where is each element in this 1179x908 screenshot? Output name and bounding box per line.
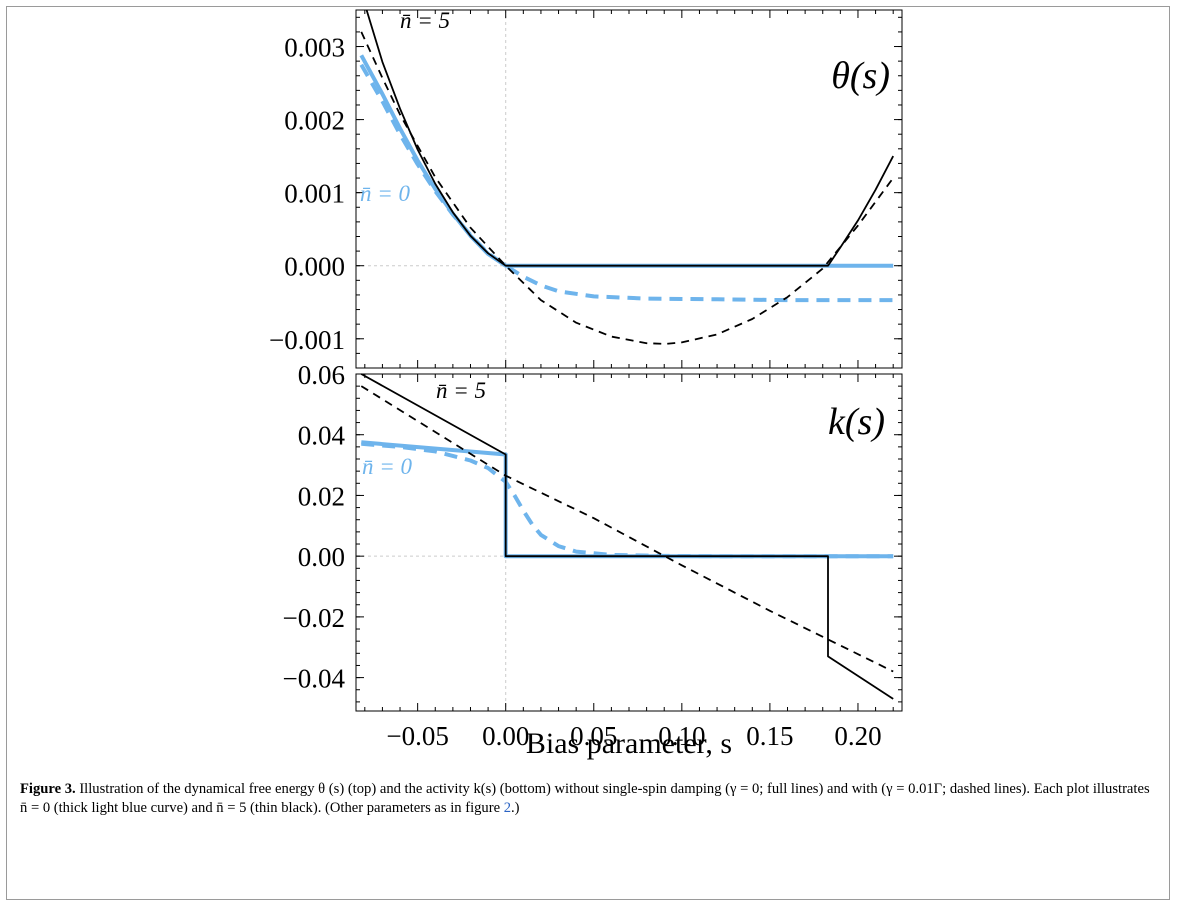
series-nbar-5-dashed (360, 31, 894, 345)
y-tick-label: 0.000 (284, 252, 345, 282)
series-nbar-5-dashed (360, 385, 894, 673)
y-tick-label: 0.04 (298, 421, 346, 451)
series-nbar-0-full (359, 54, 894, 268)
y-tick-label: −0.001 (269, 325, 345, 355)
x-tick-label: 0.15 (746, 721, 793, 751)
activity-annotation-nbar-0: n̄ = 0 (362, 454, 413, 479)
series-nbar-0-dashed (359, 63, 894, 303)
theta-panel: 0.003 0.002 0.001 0.000 −0.001 θ(s) n̄ = 5 n… (269, 8, 903, 369)
x-tick-label: 0.20 (834, 721, 881, 751)
y-tick-label: 0.06 (298, 360, 345, 390)
y-tick-label: 0.001 (284, 179, 345, 209)
y-tick-label: 0.00 (298, 542, 345, 572)
caption-text-end: .) (511, 800, 520, 816)
y-tick-label: 0.003 (284, 33, 345, 63)
activity-panel: 0.06 0.04 0.02 0.00 −0.02 −0.04 k(s) n̄ = 5 n… (283, 360, 903, 712)
caption-text: Illustration of the dynamical free energ… (20, 781, 1150, 816)
figure-caption: Figure 3. Illustration of the dynamical … (20, 780, 1150, 818)
x-tick-label: 0.00 (482, 721, 529, 751)
activity-plot-frame (355, 373, 903, 712)
theta-minor-ticks (356, 10, 902, 369)
x-axis-tick-labels: −0.05 0.00 0.05 0.10 0.15 0.20 (386, 721, 881, 751)
theta-panel-title: θ(s) (831, 55, 890, 97)
caption-figure-label: Figure 3. (20, 781, 76, 797)
activity-panel-title: k(s) (828, 401, 885, 443)
y-tick-label: 0.02 (298, 481, 345, 511)
y-tick-label: 0.002 (284, 106, 345, 136)
y-tick-label: −0.04 (283, 664, 346, 694)
theta-y-tick-labels: 0.003 0.002 0.001 0.000 −0.001 (269, 33, 345, 355)
activity-zero-lines (356, 374, 902, 711)
x-tick-label: 0.10 (658, 721, 705, 751)
series-nbar-0-full (361, 440, 894, 559)
theta-series (359, 9, 894, 345)
theta-annotation-nbar-5: n̄ = 5 (400, 8, 450, 33)
y-tick-label: −0.02 (283, 603, 345, 633)
caption-figure-link[interactable]: 2 (503, 800, 512, 816)
series-nbar-0-dashed (361, 441, 894, 559)
x-axis-label: Bias parameter, s (526, 727, 732, 760)
activity-series (360, 373, 894, 700)
theta-annotation-nbar-0: n̄ = 0 (360, 181, 411, 206)
activity-minor-ticks (356, 373, 902, 711)
activity-annotation-nbar-5: n̄ = 5 (436, 378, 486, 403)
series-nbar-5-full (360, 373, 894, 700)
x-tick-label: −0.05 (386, 721, 448, 751)
series-nbar-5-full (365, 9, 894, 267)
activity-y-tick-labels: 0.06 0.04 0.02 0.00 −0.02 −0.04 (283, 360, 346, 694)
x-tick-label: 0.05 (570, 721, 617, 751)
figure-plots: 0.003 0.002 0.001 0.000 −0.001 θ(s) n̄ = 5 n… (269, 8, 903, 760)
figure-frame (6, 6, 1170, 900)
